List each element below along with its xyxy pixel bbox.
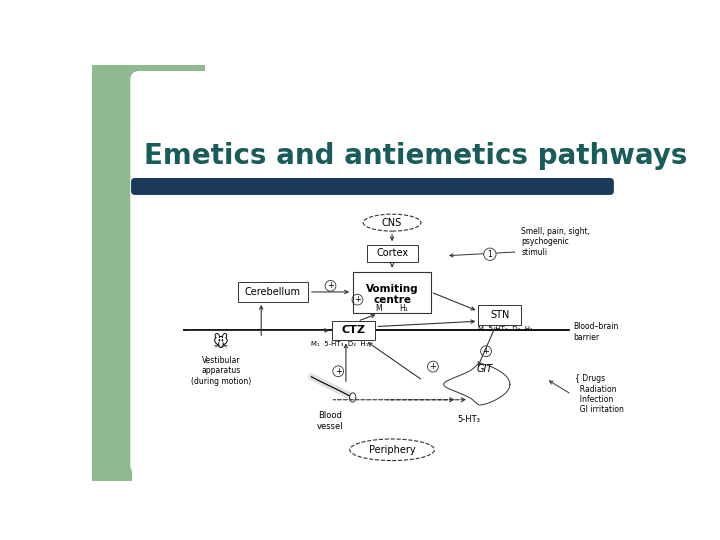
FancyBboxPatch shape bbox=[332, 321, 375, 340]
FancyBboxPatch shape bbox=[130, 71, 638, 475]
Text: Emetics and antiemetics pathways: Emetics and antiemetics pathways bbox=[144, 141, 688, 170]
Text: GIT: GIT bbox=[477, 364, 492, 374]
FancyBboxPatch shape bbox=[366, 245, 418, 262]
Text: Periphery: Periphery bbox=[369, 445, 415, 455]
FancyBboxPatch shape bbox=[354, 272, 431, 313]
Circle shape bbox=[484, 248, 496, 260]
Bar bbox=[132, 65, 205, 150]
Text: Cortex: Cortex bbox=[376, 248, 408, 259]
Text: Blood–brain
barrier: Blood–brain barrier bbox=[573, 322, 618, 342]
Text: +: + bbox=[429, 362, 436, 371]
Bar bbox=[92, 65, 132, 481]
Text: M: M bbox=[375, 305, 382, 313]
Text: CTZ: CTZ bbox=[341, 326, 366, 335]
Text: Smell, pain, sight,
psychogenic
stimuli: Smell, pain, sight, psychogenic stimuli bbox=[521, 227, 590, 257]
FancyBboxPatch shape bbox=[238, 282, 307, 301]
Ellipse shape bbox=[350, 439, 434, 461]
Text: STN: STN bbox=[490, 310, 510, 320]
Text: Vestibular
apparatus
(during motion): Vestibular apparatus (during motion) bbox=[191, 356, 251, 386]
Text: Vomiting: Vomiting bbox=[366, 284, 418, 294]
Text: { Drugs
  Radiation
  Infection
  GI irritation: { Drugs Radiation Infection GI irritatio… bbox=[575, 374, 624, 415]
Text: centre: centre bbox=[373, 295, 411, 305]
Text: CNS: CNS bbox=[382, 218, 402, 228]
Text: +: + bbox=[354, 295, 361, 304]
Text: H₁: H₁ bbox=[400, 305, 408, 313]
Ellipse shape bbox=[350, 393, 356, 402]
Text: M₁  5-HT₃  D₂  H₁: M₁ 5-HT₃ D₂ H₁ bbox=[311, 341, 369, 347]
Text: M  5-HT₂  D₂  H₁: M 5-HT₂ D₂ H₁ bbox=[478, 326, 534, 332]
Text: Blood
vessel: Blood vessel bbox=[318, 411, 344, 431]
Ellipse shape bbox=[363, 214, 421, 231]
Text: +: + bbox=[327, 281, 334, 291]
Text: +: + bbox=[335, 367, 341, 376]
Text: 🐭: 🐭 bbox=[213, 334, 229, 349]
FancyBboxPatch shape bbox=[131, 178, 614, 195]
Text: +: + bbox=[482, 347, 490, 356]
Text: Cerebellum: Cerebellum bbox=[245, 287, 301, 297]
Text: 5-HT₃: 5-HT₃ bbox=[458, 415, 480, 423]
Text: 1: 1 bbox=[487, 249, 492, 259]
FancyBboxPatch shape bbox=[478, 306, 521, 325]
